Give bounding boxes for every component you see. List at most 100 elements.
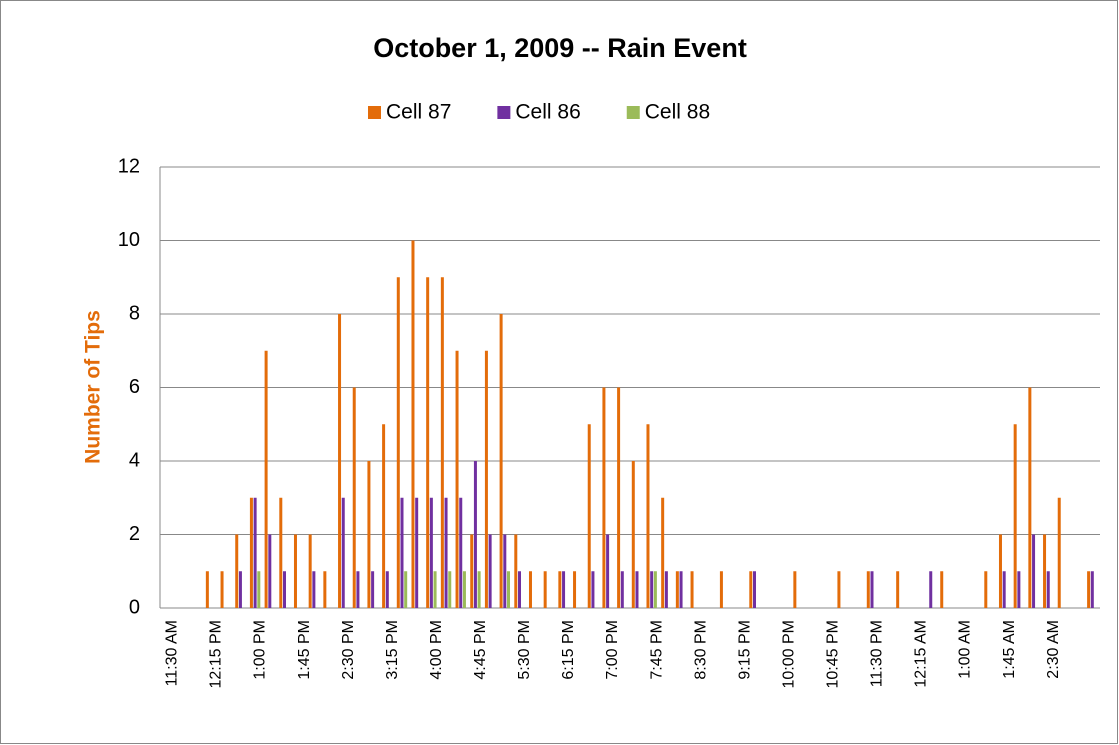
bar (235, 534, 239, 608)
bar (998, 534, 1002, 608)
bar (620, 571, 624, 608)
y-tick-label: 2 (129, 523, 140, 545)
bar (382, 424, 386, 608)
bar (473, 461, 477, 608)
bar (257, 571, 261, 608)
bar (653, 571, 657, 608)
bar (411, 240, 415, 608)
bar (264, 350, 268, 608)
bar (429, 497, 433, 608)
x-tick-label: 4:00 PM (428, 620, 445, 680)
bar (448, 571, 452, 608)
bar (940, 571, 944, 608)
y-tick-label: 8 (129, 302, 140, 324)
bar (870, 571, 874, 608)
bar (1046, 571, 1050, 608)
bar (1013, 424, 1017, 608)
bar (507, 571, 511, 608)
bar (1090, 571, 1094, 608)
x-tick-label: 1:00 AM (957, 620, 974, 679)
bar (679, 571, 683, 608)
x-tick-label: 1:45 AM (1001, 620, 1018, 679)
bar (617, 387, 621, 608)
bar (528, 571, 532, 608)
bar (690, 571, 694, 608)
bar (837, 571, 841, 608)
bar (312, 571, 316, 608)
bar (1057, 497, 1061, 608)
legend-label: Cell 86 (515, 101, 580, 124)
x-tick-label: 8:30 PM (692, 620, 709, 680)
x-tick-label: 1:00 PM (252, 620, 269, 680)
bar (587, 424, 591, 608)
bar (282, 571, 286, 608)
bar (385, 571, 389, 608)
bar (371, 571, 375, 608)
y-tick-label: 0 (129, 596, 140, 618)
bar (793, 571, 797, 608)
y-tick-label: 10 (118, 229, 140, 251)
bar (558, 571, 562, 608)
bar (514, 534, 518, 608)
bar (606, 534, 610, 608)
bar (268, 534, 272, 608)
bar (573, 571, 577, 608)
bar (499, 314, 503, 608)
bar (205, 571, 209, 608)
bar (1043, 534, 1047, 608)
bar (323, 571, 327, 608)
legend-swatch (497, 106, 511, 119)
bar (470, 534, 474, 608)
bar (488, 534, 492, 608)
x-tick-label: 7:45 PM (648, 620, 665, 680)
x-tick-label: 1:45 PM (296, 620, 313, 680)
bar (338, 314, 342, 608)
bar (664, 571, 668, 608)
bar (517, 571, 521, 608)
y-tick-label: 12 (118, 155, 140, 177)
bar (426, 277, 430, 608)
bar (293, 534, 297, 608)
bar (308, 534, 312, 608)
bar (896, 571, 900, 608)
bar (253, 497, 257, 608)
x-tick-label: 10:45 PM (825, 620, 842, 688)
bar (675, 571, 679, 608)
bar (462, 571, 466, 608)
bar (440, 277, 444, 608)
bar (455, 350, 459, 608)
x-tick-label: 10:00 PM (780, 620, 797, 688)
bar (279, 497, 283, 608)
legend-swatch (626, 106, 640, 119)
bar (661, 497, 665, 608)
bar (1087, 571, 1091, 608)
bar (646, 424, 650, 608)
bar (477, 571, 481, 608)
bar (367, 461, 371, 608)
x-tick-label: 12:15 AM (913, 620, 930, 688)
bar (444, 497, 448, 608)
legend-label: Cell 88 (645, 101, 710, 124)
bar (591, 571, 595, 608)
x-tick-label: 2:30 PM (340, 620, 357, 680)
bar (631, 461, 635, 608)
x-tick-label: 4:45 PM (472, 620, 489, 680)
bar (220, 571, 224, 608)
x-tick-label: 9:15 PM (736, 620, 753, 680)
bar (749, 571, 753, 608)
bar (984, 571, 988, 608)
x-tick-label: 12:15 PM (208, 620, 225, 688)
bar (415, 497, 419, 608)
bar (1032, 534, 1036, 608)
bar (929, 571, 933, 608)
bar (396, 277, 400, 608)
bar (1002, 571, 1006, 608)
bar (719, 571, 723, 608)
bar (238, 571, 242, 608)
bar (752, 571, 756, 608)
x-tick-label: 7:00 PM (604, 620, 621, 680)
x-tick-label: 2:30 AM (1045, 620, 1062, 679)
